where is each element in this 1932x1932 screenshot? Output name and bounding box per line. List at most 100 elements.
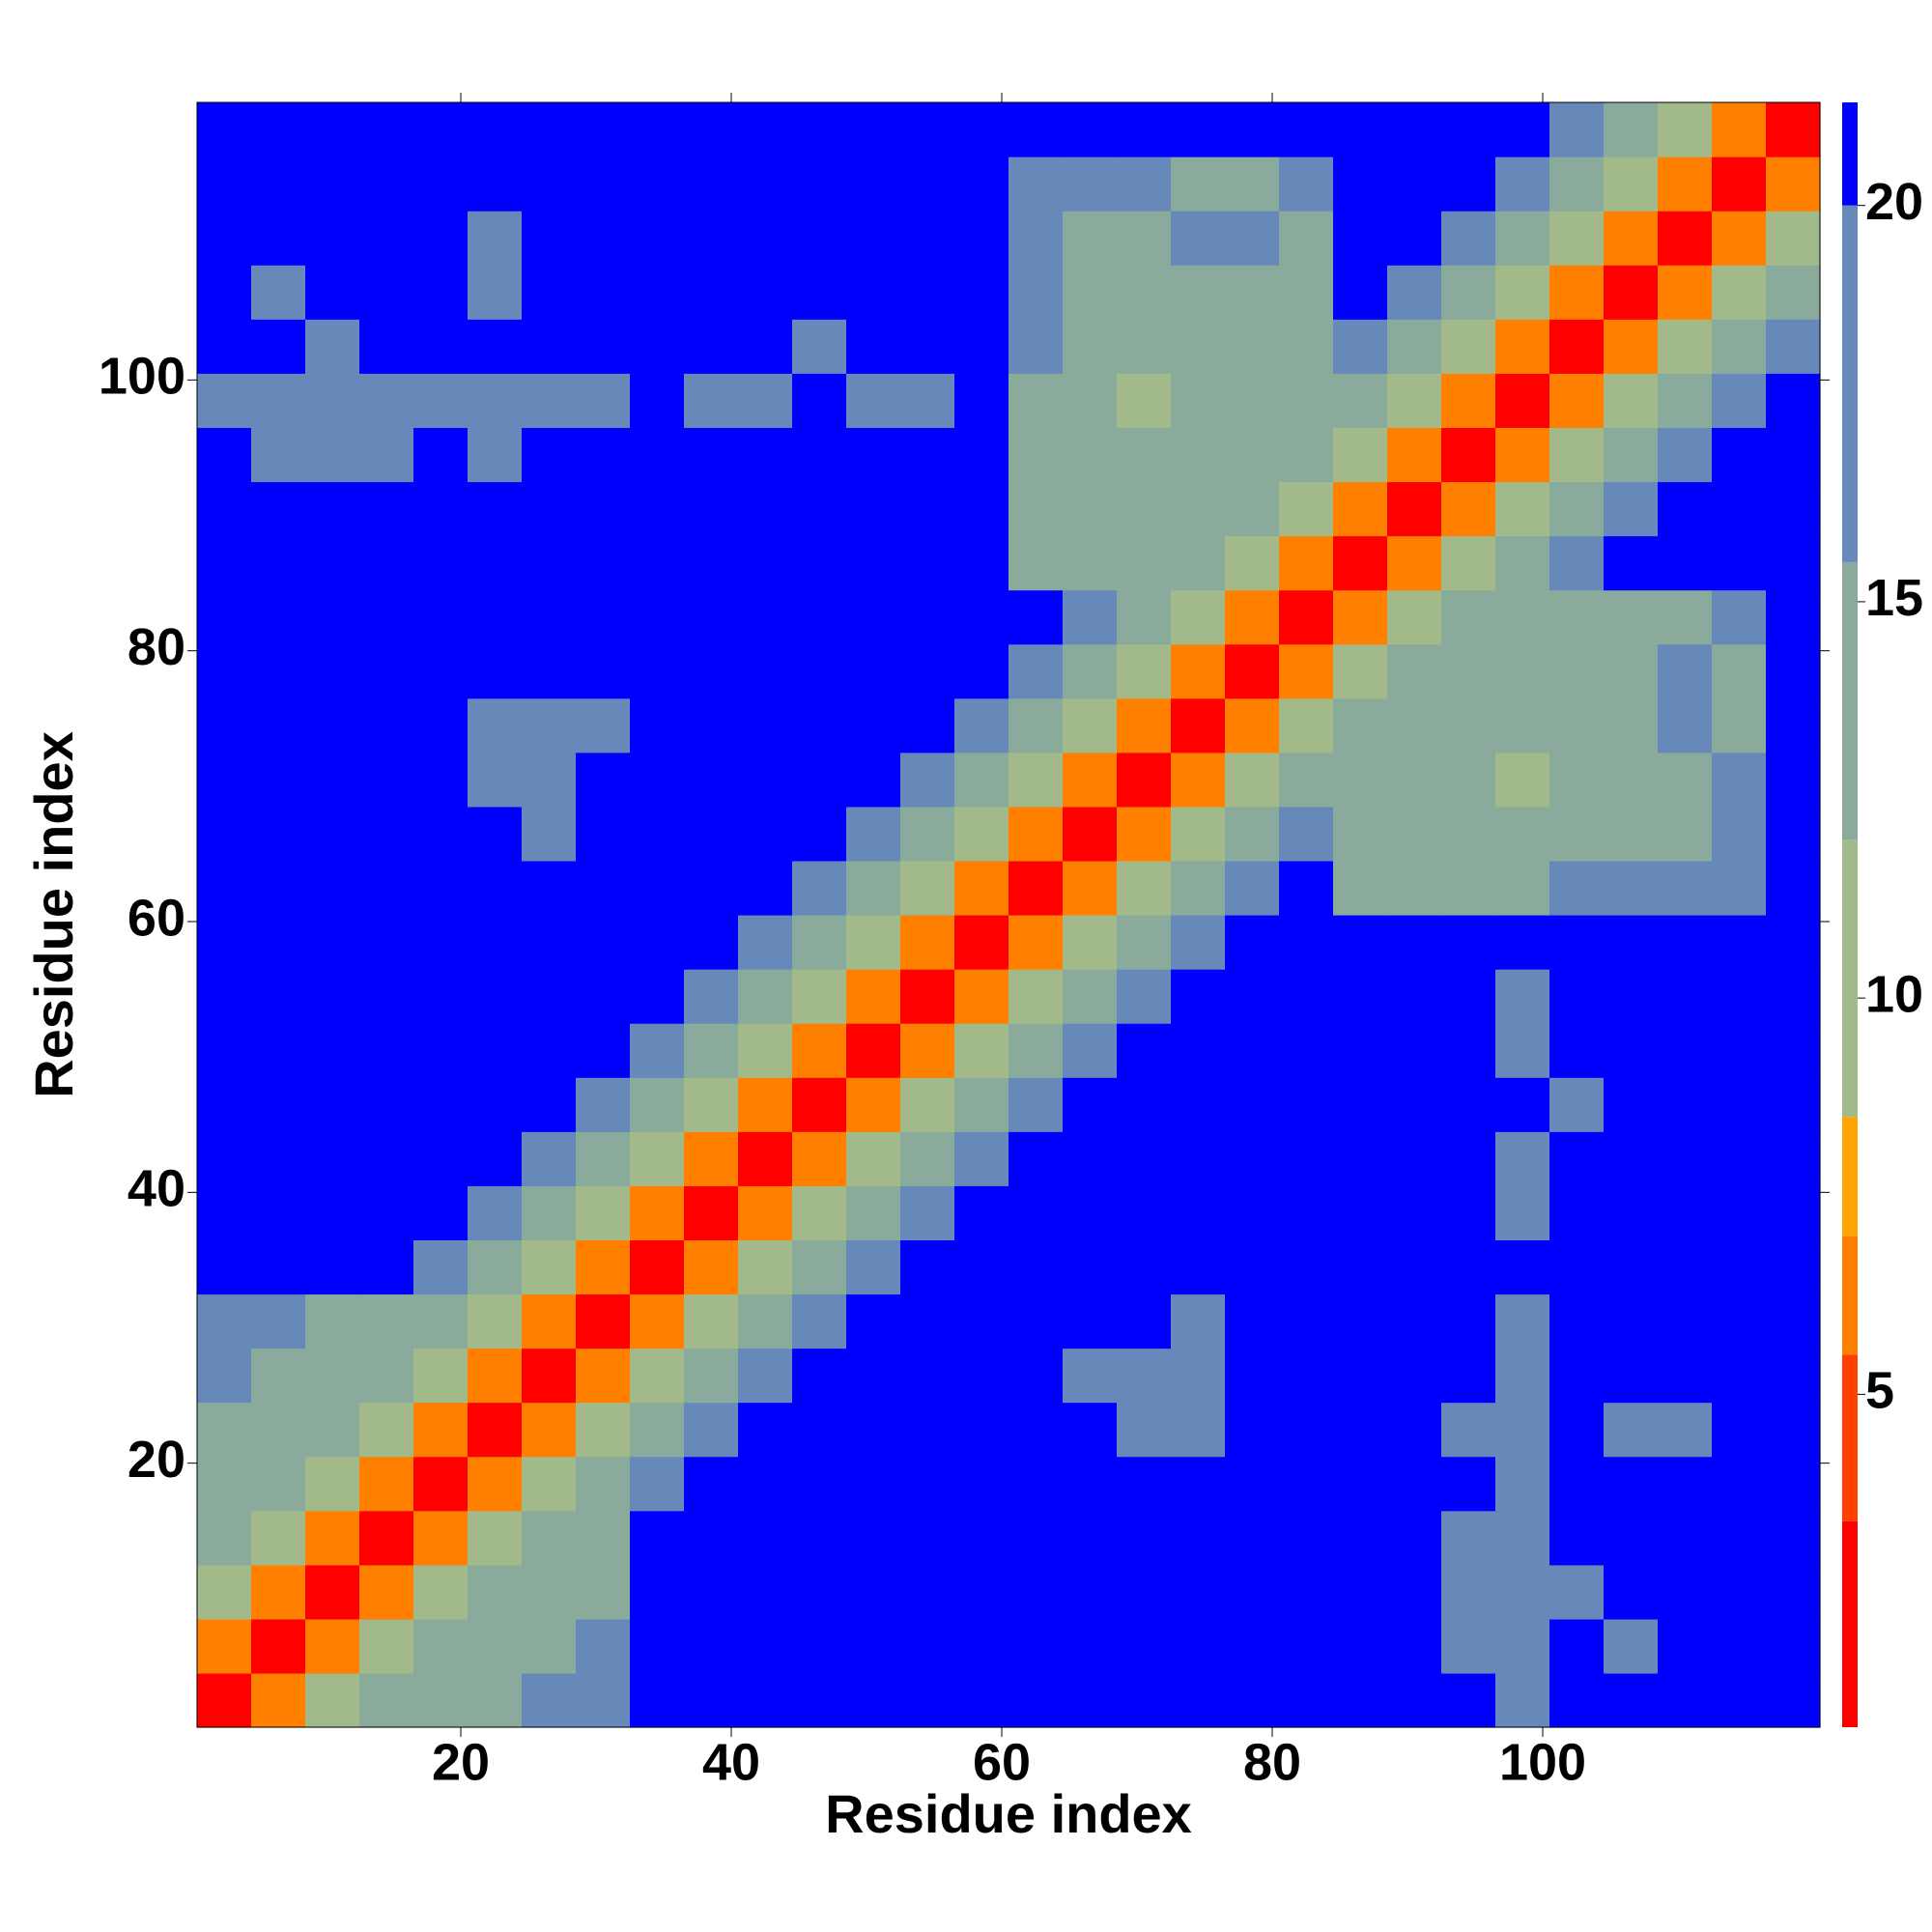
heatmap-cell [1604,1348,1659,1404]
heatmap-cell [468,969,523,1024]
heatmap-cell [1279,102,1334,157]
heatmap-cell [197,1456,252,1512]
heatmap-cell [792,102,847,157]
y-tick-label: 20 [128,1431,185,1489]
heatmap-cell [792,1185,847,1240]
heatmap-cell [1658,915,1713,970]
heatmap-cell [197,860,252,916]
heatmap-cell [1009,1510,1064,1566]
heatmap-cell [684,102,739,157]
heatmap-cell [197,1077,252,1132]
heatmap-cell [1171,1239,1226,1295]
heatmap-cell [1063,1456,1118,1512]
heatmap-cell [359,319,414,374]
heatmap-cell [1712,373,1767,428]
heatmap-cell [305,1348,360,1404]
heatmap-cell [576,1402,631,1458]
heatmap-cell [1117,969,1172,1024]
heatmap-cell [468,1618,523,1674]
heatmap-cell [1009,265,1064,320]
heatmap-cell [413,535,469,591]
heatmap-cell [1063,1672,1118,1728]
heatmap-cell [630,1672,685,1728]
heatmap-cell [522,806,577,862]
heatmap-cell [1171,1456,1226,1512]
heatmap-cell [1117,1510,1172,1566]
heatmap-cell [1712,1077,1767,1132]
heatmap-cell [846,427,901,483]
heatmap-cell [1604,211,1659,266]
heatmap-cell [522,427,577,483]
heatmap-cell [1063,265,1118,320]
heatmap-cell [1766,156,1821,212]
heatmap-cell [1387,1618,1442,1674]
heatmap-cell [1117,481,1172,537]
heatmap-cell [413,427,469,483]
heatmap-cell [1279,373,1334,428]
heatmap-cell [630,1185,685,1240]
heatmap-cell [1117,1131,1172,1186]
heatmap-cell [1063,697,1118,753]
heatmap-cell [468,589,523,645]
heatmap-cell [738,1077,793,1132]
heatmap-cell [630,1456,685,1512]
heatmap-cell [305,1131,360,1186]
heatmap-cell [305,319,360,374]
heatmap-cell [684,1293,739,1350]
heatmap-cell [1063,319,1118,374]
heatmap-cell [1658,1348,1713,1404]
y-tick-label: 100 [99,348,185,406]
heatmap-cell [1387,319,1442,374]
heatmap-cell [1225,1672,1280,1728]
heatmap-cell [738,156,793,212]
heatmap-cell [468,319,523,374]
heatmap-cell [1387,1077,1442,1132]
heatmap-cell [1495,481,1550,537]
heatmap-cell [1549,102,1605,157]
heatmap-cell [1117,643,1172,699]
heatmap-cell [1441,156,1496,212]
heatmap-cell [792,1618,847,1674]
heatmap-cell [630,265,685,320]
heatmap-cell [359,1456,414,1512]
heatmap-cell [1712,806,1767,862]
heatmap-cell [1009,1077,1064,1132]
heatmap-cell [1333,1456,1388,1512]
heatmap-cell [1171,1672,1226,1728]
heatmap-cell [1333,1618,1388,1674]
heatmap-cell [792,211,847,266]
heatmap-cell [413,643,469,699]
heatmap-cell [900,1077,955,1132]
heatmap-cell [900,1239,955,1295]
heatmap-cell [1712,1456,1767,1512]
heatmap-cell [1333,1239,1388,1295]
heatmap-cell [305,1618,360,1674]
heatmap-cell [1549,211,1605,266]
heatmap-cell [954,1348,1009,1404]
heatmap-cell [846,860,901,916]
heatmap-cell [1712,1185,1767,1240]
heatmap-cell [1063,427,1118,483]
heatmap-cell [1279,1348,1334,1404]
heatmap-cell [1441,969,1496,1024]
heatmap-cell [359,1402,414,1458]
heatmap-cell [1171,752,1226,808]
heatmap-cell [1117,1239,1172,1295]
heatmap-cell [630,915,685,970]
heatmap-cell [251,373,306,428]
heatmap-cell [630,1023,685,1078]
heatmap-cell [792,589,847,645]
heatmap-cell [738,535,793,591]
heatmap-cell [1604,1023,1659,1078]
colorbar-segment [1842,561,1858,840]
heatmap-cell [1441,643,1496,699]
heatmap-cell [1658,156,1713,212]
heatmap-cell [630,1510,685,1566]
heatmap-cell [359,211,414,266]
heatmap-cell [1279,806,1334,862]
heatmap-cell [1766,1239,1821,1295]
heatmap-cell [1712,860,1767,916]
heatmap-cell [413,1672,469,1728]
heatmap-cell [1604,1131,1659,1186]
